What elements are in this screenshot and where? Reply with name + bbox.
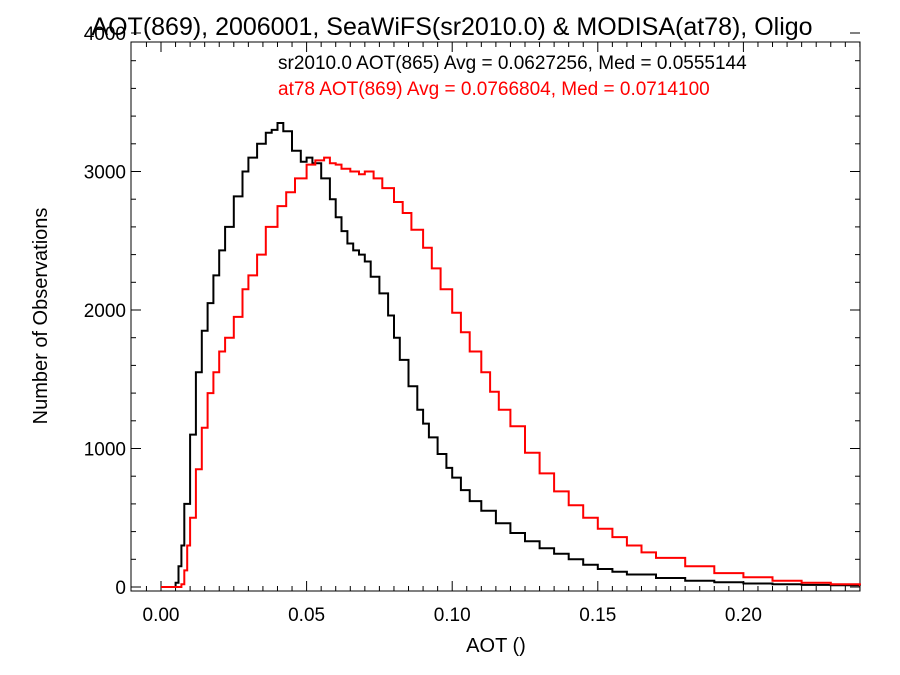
x-tick-labels: 0.00 0.05 0.10 0.15 0.20	[143, 605, 762, 626]
y-tick-labels: 0 1000 2000 3000 4000	[84, 24, 126, 599]
y-tick-label: 4000	[84, 24, 126, 45]
series-layer	[161, 122, 861, 588]
chart-title: AOT(869), 2006001, SeaWiFS(sr2010.0) & M…	[91, 13, 812, 41]
y-tick-label: 0	[115, 578, 126, 599]
y-axis-label: Number of Observations	[30, 208, 52, 425]
legend-sr2010: sr2010.0 AOT(865) Avg = 0.0627256, Med =…	[278, 53, 747, 74]
y-tick-label: 2000	[84, 301, 126, 322]
x-axis-label: AOT ()	[466, 635, 526, 657]
x-tick-label: 0.10	[434, 605, 471, 626]
series-line-1	[161, 156, 861, 588]
x-tick-label: 0.05	[288, 605, 325, 626]
axis-ticks	[131, 32, 861, 591]
x-tick-label: 0.20	[725, 605, 762, 626]
series-line-0	[161, 122, 861, 588]
x-tick-label: 0.00	[143, 605, 180, 626]
legend-at78: at78 AOT(869) Avg = 0.0766804, Med = 0.0…	[278, 79, 710, 100]
y-tick-label: 3000	[84, 163, 126, 184]
y-tick-label: 1000	[84, 440, 126, 461]
x-tick-label: 0.15	[579, 605, 616, 626]
